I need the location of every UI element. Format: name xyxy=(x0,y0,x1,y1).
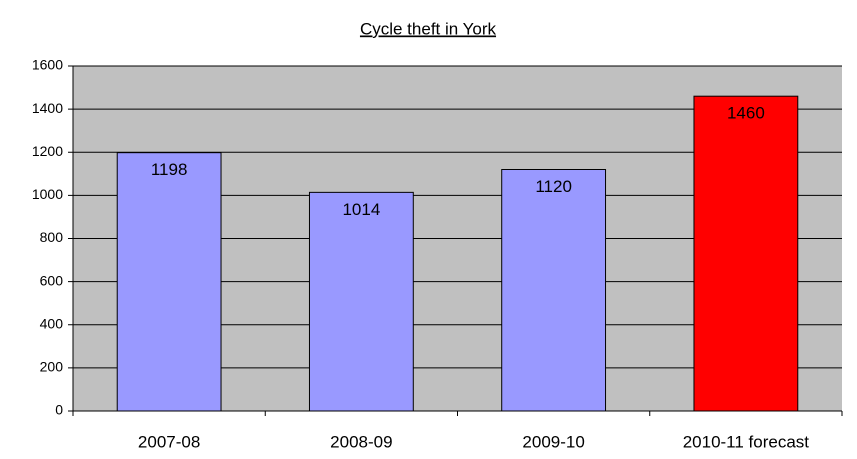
x-tick-label: 2008-09 xyxy=(330,432,392,451)
y-tick-label: 1600 xyxy=(32,57,63,73)
data-label: 1014 xyxy=(342,200,380,219)
bar xyxy=(501,169,607,412)
x-tick-label: 2007-08 xyxy=(138,432,200,451)
y-tick-label: 0 xyxy=(55,402,63,418)
x-tick-label: 2010-11 forecast xyxy=(683,432,810,451)
x-tick-label: 2009-10 xyxy=(522,432,584,451)
data-label: 1120 xyxy=(535,177,572,196)
y-tick-label: 200 xyxy=(40,359,64,375)
y-tick-label: 400 xyxy=(40,315,64,331)
bar xyxy=(693,95,799,412)
y-tick-label: 1000 xyxy=(32,186,63,202)
data-label: 1198 xyxy=(151,160,188,179)
y-tick-label: 1200 xyxy=(32,143,63,159)
y-tick-label: 600 xyxy=(40,272,64,288)
chart-title: Cycle theft in York xyxy=(360,19,497,38)
bar xyxy=(116,152,222,412)
bar xyxy=(308,191,414,412)
data-label: 1460 xyxy=(727,104,765,123)
y-tick-label: 1400 xyxy=(32,100,63,116)
y-tick-label: 800 xyxy=(40,229,64,245)
